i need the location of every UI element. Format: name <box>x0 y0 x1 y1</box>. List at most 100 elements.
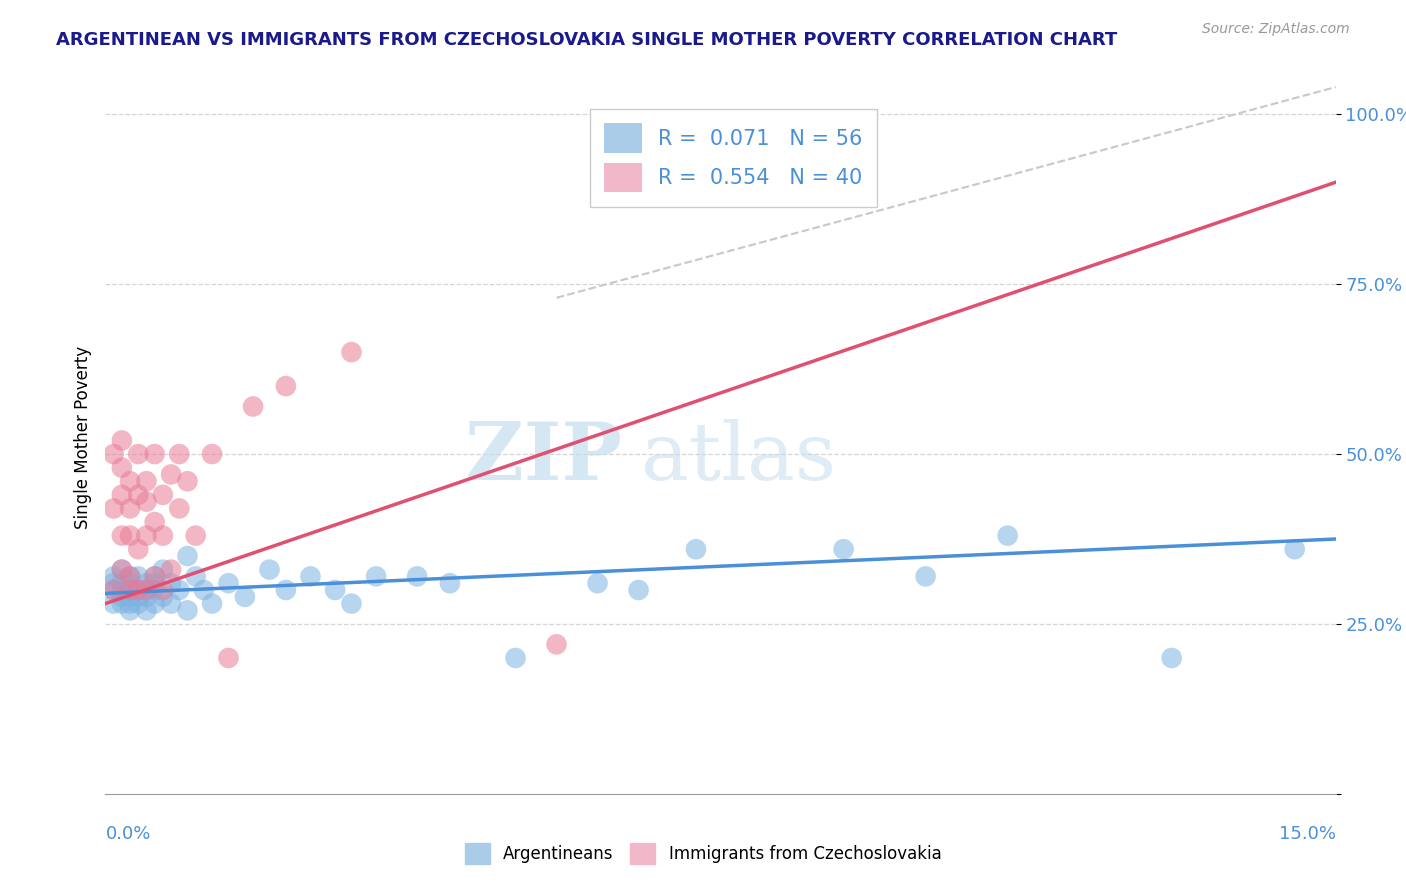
Point <box>127 582 149 597</box>
Point <box>143 447 166 461</box>
Point <box>505 651 527 665</box>
Point <box>406 569 429 583</box>
Point <box>127 569 149 583</box>
Point <box>135 582 157 597</box>
Point <box>184 569 207 583</box>
Point <box>120 569 141 583</box>
Point <box>120 582 141 597</box>
Text: Source: ZipAtlas.com: Source: ZipAtlas.com <box>1202 22 1350 37</box>
Point <box>274 379 297 393</box>
Point <box>299 569 322 583</box>
Point <box>143 569 166 583</box>
Point <box>111 563 134 577</box>
Point <box>233 590 256 604</box>
Legend: R =  0.071   N = 56, R =  0.554   N = 40: R = 0.071 N = 56, R = 0.554 N = 40 <box>589 109 877 207</box>
Point <box>176 475 198 489</box>
Point <box>135 603 157 617</box>
Point <box>176 603 198 617</box>
Point <box>160 467 183 482</box>
Point <box>127 597 149 611</box>
Point <box>127 582 149 597</box>
Text: ARGENTINEAN VS IMMIGRANTS FROM CZECHOSLOVAKIA SINGLE MOTHER POVERTY CORRELATION : ARGENTINEAN VS IMMIGRANTS FROM CZECHOSLO… <box>56 31 1118 49</box>
Y-axis label: Single Mother Poverty: Single Mother Poverty <box>73 345 91 529</box>
Point <box>143 515 166 529</box>
Point <box>274 582 297 597</box>
Point <box>135 528 157 542</box>
Point <box>143 569 166 583</box>
Point <box>111 563 134 577</box>
Point <box>143 597 166 611</box>
Point <box>120 475 141 489</box>
Point <box>152 590 174 604</box>
Point <box>120 597 141 611</box>
Point <box>169 582 191 597</box>
Point <box>152 582 174 597</box>
Text: 15.0%: 15.0% <box>1278 825 1336 843</box>
Point <box>832 135 855 149</box>
Point <box>127 590 149 604</box>
Point <box>120 603 141 617</box>
Point <box>586 576 609 591</box>
Point <box>135 475 157 489</box>
Point <box>111 528 134 542</box>
Point <box>152 488 174 502</box>
Point <box>143 582 166 597</box>
Point <box>169 501 191 516</box>
Point <box>201 447 224 461</box>
Point <box>201 597 224 611</box>
Point <box>135 590 157 604</box>
Point <box>111 488 134 502</box>
Point <box>103 582 125 597</box>
Point <box>120 590 141 604</box>
Point <box>160 563 183 577</box>
Point <box>135 582 157 597</box>
Point <box>120 576 141 591</box>
Point <box>103 576 125 591</box>
Point <box>627 582 650 597</box>
Point <box>193 582 215 597</box>
Point <box>366 569 388 583</box>
Point <box>152 563 174 577</box>
Point <box>103 597 125 611</box>
Point <box>1160 651 1182 665</box>
Point <box>685 542 707 557</box>
Text: ZIP: ZIP <box>465 419 621 498</box>
Point <box>103 582 125 597</box>
Point <box>103 569 125 583</box>
Point <box>127 447 149 461</box>
Point <box>1284 542 1306 557</box>
Point <box>135 494 157 508</box>
Point <box>111 576 134 591</box>
Point <box>111 434 134 448</box>
Point <box>111 582 134 597</box>
Point <box>120 528 141 542</box>
Point <box>176 549 198 563</box>
Point <box>259 563 281 577</box>
Point <box>103 447 125 461</box>
Point <box>340 345 363 359</box>
Text: 0.0%: 0.0% <box>105 825 150 843</box>
Point <box>160 597 183 611</box>
Point <box>184 528 207 542</box>
Point <box>997 528 1019 542</box>
Point <box>111 460 134 475</box>
Point <box>323 582 346 597</box>
Point <box>152 528 174 542</box>
Point <box>218 576 240 591</box>
Point <box>439 576 461 591</box>
Point <box>914 569 936 583</box>
Point <box>832 542 855 557</box>
Point <box>103 501 125 516</box>
Point <box>169 447 191 461</box>
Legend: Argentineans, Immigrants from Czechoslovakia: Argentineans, Immigrants from Czechoslov… <box>458 837 948 871</box>
Point <box>120 501 141 516</box>
Point <box>143 576 166 591</box>
Point <box>160 576 183 591</box>
Point <box>111 597 134 611</box>
Point <box>127 488 149 502</box>
Point <box>340 597 363 611</box>
Point <box>546 637 568 651</box>
Point <box>120 582 141 597</box>
Point <box>111 590 134 604</box>
Point <box>218 651 240 665</box>
